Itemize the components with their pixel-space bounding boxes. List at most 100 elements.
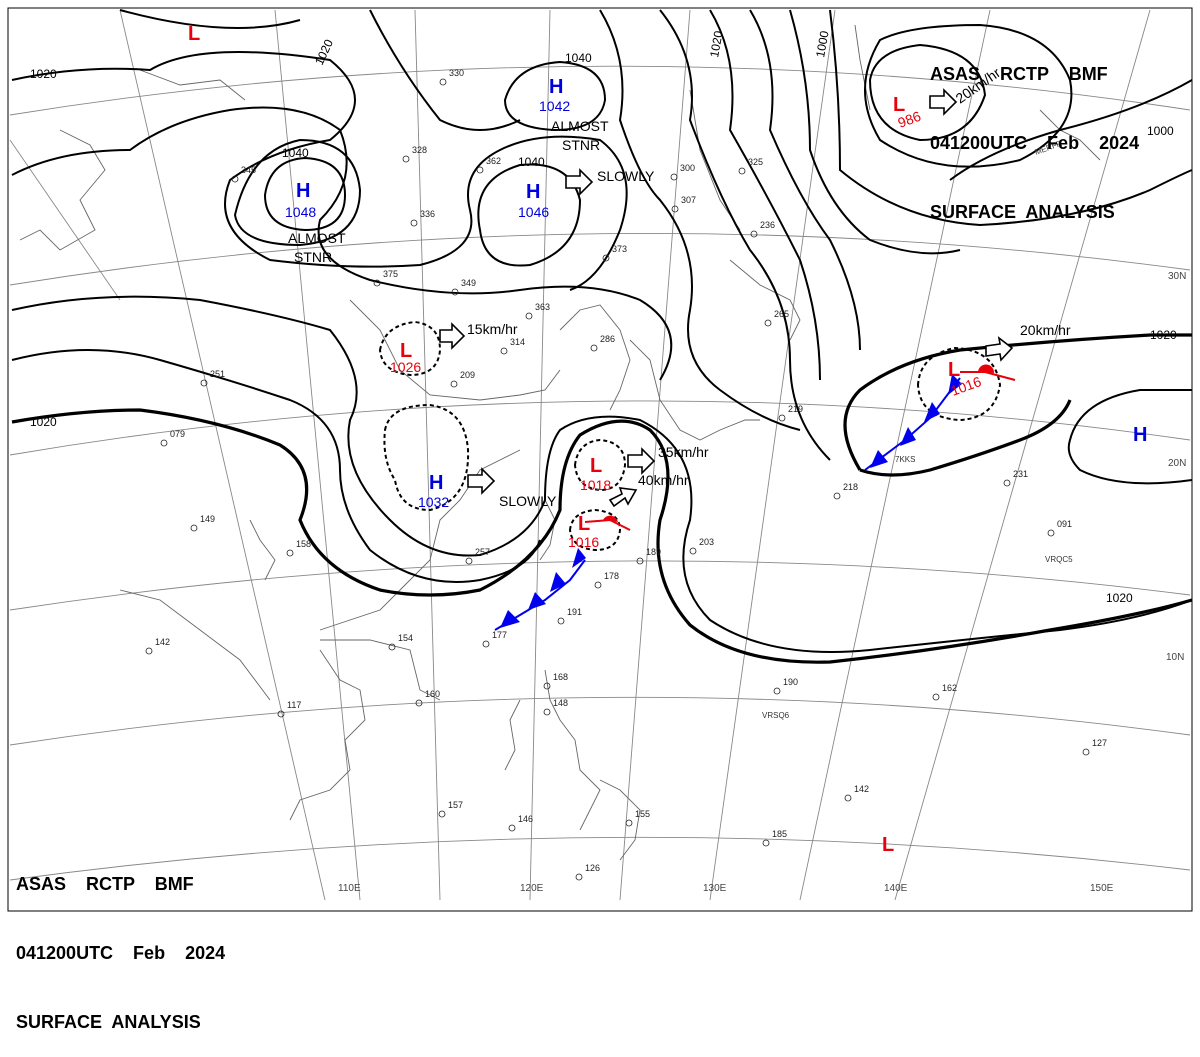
station-circle [410, 219, 418, 227]
station-value: 157 [448, 800, 463, 810]
ship-id: 7KKS [895, 455, 915, 464]
movement-note: 15km/hr [467, 321, 518, 337]
station-value: 155 [635, 809, 650, 819]
station-circle [373, 279, 381, 287]
station-value: 363 [535, 302, 550, 312]
weather-map: 110E 120E 130E 140E 150E 30N 20N 10N 102… [7, 7, 1193, 912]
station-circle [450, 380, 458, 388]
high-center-symbol: H [429, 472, 443, 494]
low-center-symbol: L [893, 94, 905, 116]
station-value: 218 [843, 482, 858, 492]
header-top-line1: ASAS RCTP BMF [930, 64, 1108, 84]
station-circle [500, 347, 508, 355]
header-bottom-line1: ASAS RCTP BMF [16, 874, 194, 894]
station-circle [844, 794, 852, 802]
lon-label-120e: 120E [520, 883, 544, 894]
station-value: 127 [1092, 738, 1107, 748]
station-value: 219 [788, 404, 803, 414]
station-value: 142 [854, 784, 869, 794]
header-bottom: ASAS RCTP BMF 041200UTC Feb 2024 SURFACE… [16, 827, 225, 1057]
lat-label-30n: 30N [1168, 271, 1186, 282]
station-value: 149 [200, 514, 215, 524]
station-circle [543, 682, 551, 690]
isobar-label: 1020 [1150, 328, 1177, 342]
station-circle [402, 155, 410, 163]
movement-note: 35km/hr [658, 444, 709, 460]
isobar-label: 1000 [813, 29, 831, 58]
low-center-symbol: L [948, 359, 960, 381]
high-center-value: 1046 [518, 204, 549, 220]
station-circle [671, 205, 679, 213]
isobar-label: 1020 [707, 29, 725, 58]
station-circle [286, 549, 294, 557]
station-value: 178 [604, 571, 619, 581]
isobars [11, 9, 1193, 653]
high-center-value: 1048 [285, 204, 316, 220]
isobars-thick [11, 333, 1193, 664]
station-circle [778, 414, 786, 422]
station-circle [439, 78, 447, 86]
station-circle [750, 230, 758, 238]
station-value: 177 [492, 630, 507, 640]
station-value: 162 [942, 683, 957, 693]
station-value: 345 [241, 165, 256, 175]
station-value: 257 [475, 547, 490, 557]
station-circle [773, 687, 781, 695]
station-circle [932, 693, 940, 701]
longitude-labels: 110E 120E 130E 140E 150E [338, 883, 1114, 894]
station-circle [590, 344, 598, 352]
station-value: 168 [553, 672, 568, 682]
station-circle [602, 254, 610, 262]
station-value: 265 [774, 309, 789, 319]
station-circle [160, 439, 168, 447]
station-circle [451, 288, 459, 296]
station-circle [200, 379, 208, 387]
station-circle [482, 640, 490, 648]
station-plots: 330 328 362 345 336 375 349 300 307 373 363 314 251 2… [145, 68, 1107, 881]
station-circle [1047, 529, 1055, 537]
station-circle [1003, 479, 1011, 487]
station-value: 325 [748, 157, 763, 167]
high-center-value: 1042 [539, 98, 570, 114]
header-bottom-line3: SURFACE ANALYSIS [16, 1012, 201, 1032]
lon-label-130e: 130E [703, 883, 727, 894]
station-value: 328 [412, 145, 427, 155]
station-circle [738, 167, 746, 175]
station-value: 307 [681, 195, 696, 205]
station-circle [762, 839, 770, 847]
station-value: 236 [760, 220, 775, 230]
dashed-regions [378, 320, 1002, 552]
cold-front [494, 374, 962, 631]
movement-note: STNR [562, 137, 600, 153]
station-circle [231, 175, 239, 183]
low-center-symbol: L [882, 834, 894, 856]
station-value: 375 [383, 269, 398, 279]
station-value: 091 [1057, 519, 1072, 529]
station-value: 079 [170, 429, 185, 439]
high-center-symbol: H [1133, 424, 1147, 446]
lat-label-10n: 10N [1166, 652, 1184, 663]
low-center-symbol: L [188, 23, 200, 45]
movement-note: SLOWLY [597, 168, 655, 184]
station-circle [636, 557, 644, 565]
station-value: 373 [612, 244, 627, 254]
station-circle [594, 581, 602, 589]
station-value: 300 [680, 163, 695, 173]
low-center-symbol: L [400, 340, 412, 362]
station-value: 362 [486, 156, 501, 166]
station-value: 191 [567, 607, 582, 617]
station-circle [388, 643, 396, 651]
station-value: 146 [518, 814, 533, 824]
station-value: 190 [783, 677, 798, 687]
station-circle [670, 173, 678, 181]
station-value: 158 [296, 539, 311, 549]
station-circle [543, 708, 551, 716]
isobar-label: 1020 [30, 415, 57, 429]
low-center-value: 986 [896, 108, 924, 131]
ship-id: VRQC5 [1045, 555, 1073, 564]
station-value: 154 [398, 633, 413, 643]
station-circle [833, 492, 841, 500]
movement-note: ALMOST [288, 230, 346, 246]
latitude-labels: 30N 20N 10N [1166, 271, 1186, 663]
station-circle [575, 873, 583, 881]
